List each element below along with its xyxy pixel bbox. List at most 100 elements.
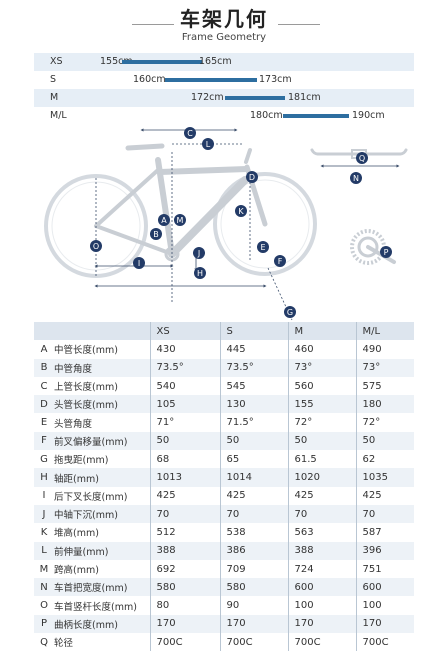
param-value: 65 (219, 450, 288, 469)
badge-c: C (184, 127, 196, 139)
page-title: 车架几何 (180, 7, 268, 31)
size-row-ml: M/L 180cm 190cm (34, 107, 414, 125)
table-row: A 中管长度(mm) 430 445 460 490 (34, 340, 414, 359)
param-name: 前叉偏移量(mm) (54, 431, 150, 451)
table-row: F 前叉偏移量(mm) 50 50 50 50 (34, 431, 414, 451)
svg-text:J: J (197, 249, 200, 258)
svg-text:P: P (384, 248, 389, 257)
size-range-max: 190cm (352, 110, 385, 121)
svg-text:E: E (260, 243, 265, 252)
size-range-min: 155cm (100, 56, 133, 67)
param-value: 490 (355, 340, 414, 359)
param-value: 600 (355, 578, 414, 597)
size-range-min: 160cm (133, 74, 166, 85)
param-value: 61.5 (287, 450, 356, 469)
table-header-row: XS S M M/L (34, 322, 414, 341)
bike-geometry-diagram: C L D K A M B E O J F I H G Q N P (44, 127, 408, 321)
param-letter: H (34, 468, 54, 487)
param-value: 50 (219, 431, 288, 451)
param-value: 90 (219, 596, 288, 615)
param-name: 前伸量(mm) (54, 541, 150, 560)
svg-text:M: M (177, 216, 184, 225)
param-name: 跨高(mm) (54, 565, 99, 576)
param-value: 560 (287, 376, 356, 396)
param-value: 580 (219, 578, 288, 597)
title-rule-right (278, 24, 320, 25)
param-letter: F (34, 431, 54, 451)
param-name: 车首竖杆长度(mm) (54, 601, 137, 613)
param-value: 170 (149, 614, 220, 634)
param-value: 692 (149, 559, 220, 579)
param-value: 70 (149, 504, 220, 524)
badge-e: E (257, 241, 269, 253)
param-value: 700C (287, 633, 356, 652)
param-value: 73.5° (219, 358, 288, 377)
header-size-m: M (287, 322, 356, 341)
size-range-min: 180cm (250, 110, 283, 121)
param-value: 180 (355, 395, 414, 414)
param-name: 轴距(mm) (54, 468, 150, 487)
svg-text:L: L (206, 140, 211, 149)
size-range-min: 172cm (191, 92, 224, 103)
badge-h: H (194, 267, 206, 279)
size-range-bar (225, 96, 285, 100)
size-range-bar (122, 60, 202, 64)
param-name: 中管角度 (54, 358, 150, 377)
param-letter: J (34, 504, 54, 524)
badge-q: Q (356, 152, 368, 164)
param-letter: E (40, 417, 48, 429)
param-value: 105 (149, 395, 220, 414)
table-row: D 头管长度(mm) 105 130 155 180 (34, 395, 414, 414)
table-row: I 后下叉长度(mm) 425 425 425 425 (34, 486, 414, 505)
param-value: 538 (219, 523, 288, 542)
param-value: 170 (355, 614, 414, 634)
table-row: J 中轴下沉(mm) 70 70 70 70 (34, 504, 414, 524)
size-label: XS (50, 56, 63, 67)
param-value: 1013 (149, 468, 220, 487)
param-name: 中管长度(mm) (54, 345, 118, 357)
badge-l: L (202, 138, 214, 150)
param-value: 73.5° (149, 358, 220, 377)
param-value: 73° (287, 358, 356, 377)
param-letter: K (40, 526, 48, 538)
param-letter: P (34, 614, 54, 634)
param-value: 130 (219, 395, 288, 414)
param-value: 700C (355, 633, 414, 652)
param-value: 563 (287, 523, 356, 542)
param-value: 68 (149, 450, 220, 469)
size-label: M/L (50, 110, 67, 121)
badge-f: F (274, 255, 286, 267)
svg-text:Q: Q (359, 154, 365, 163)
param-value: 70 (287, 504, 356, 524)
geometry-table: XS S M M/L A 中管长度(mm) 430 445 460 490 B 中管角度 73.… (34, 322, 414, 652)
svg-text:N: N (353, 174, 359, 183)
label-badges: C L D K A M B E O J F I H G Q N P (90, 127, 392, 318)
param-value: 50 (287, 431, 356, 451)
param-value: 600 (287, 578, 356, 597)
badge-o: O (90, 240, 102, 252)
size-label: S (50, 74, 57, 85)
param-name: 上管长度(mm) (54, 382, 118, 394)
param-value: 386 (219, 541, 288, 560)
table-row: H 轴距(mm) 1013 1014 1020 1035 (34, 468, 414, 487)
svg-text:A: A (161, 216, 167, 225)
param-letter: I (42, 490, 46, 502)
param-value: 425 (287, 486, 356, 505)
badge-p: P (380, 246, 392, 258)
param-letter: B (34, 358, 54, 377)
size-range-max: 181cm (288, 92, 321, 103)
param-value: 72° (287, 413, 356, 432)
header-blank (54, 322, 150, 341)
param-value: 580 (149, 578, 220, 597)
param-value: 71° (149, 413, 220, 432)
table-row: G 拖曳距(mm) 68 65 61.5 62 (34, 450, 414, 469)
param-value: 545 (219, 376, 288, 396)
svg-text:O: O (93, 242, 99, 251)
param-value: 751 (355, 559, 414, 579)
param-value: 460 (287, 340, 356, 359)
table-row: N 车首把宽度(mm) 580 580 600 600 (34, 578, 414, 597)
table-row: M 跨高(mm) 692 709 724 751 (34, 559, 414, 579)
param-name: 堆高(mm) (54, 528, 99, 540)
param-value: 70 (355, 504, 414, 524)
param-letter: G (40, 453, 48, 465)
